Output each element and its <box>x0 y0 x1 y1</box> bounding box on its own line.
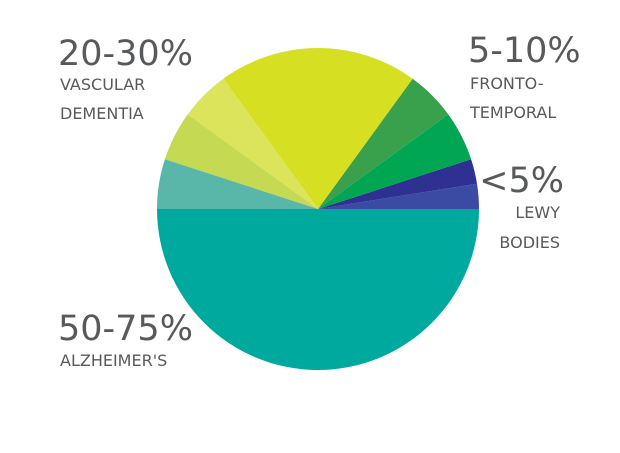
label-lewy-bodies: <5% LEWY BODIES <box>479 161 564 252</box>
pie-slice-vascular-5 <box>223 48 413 210</box>
pie-slice-vascular-8 <box>157 159 318 209</box>
pie-slice-frontotemporal-4 <box>318 78 449 209</box>
pie-slice-vascular-7 <box>164 114 318 209</box>
pie-slice-alzheimers-0 <box>157 209 479 370</box>
label-frontotemporal-percent: 5-10% <box>468 31 581 71</box>
label-vascular-percent: 20-30% <box>58 34 193 74</box>
label-alzheimers-percent: 50-75% <box>58 309 193 349</box>
label-alzheimers: 50-75% ALZHEIMER'S <box>58 309 193 370</box>
label-frontotemporal: 5-10% FRONTO- TEMPORAL <box>468 31 581 122</box>
label-vascular: 20-30% VASCULAR DEMENTIA <box>58 34 193 123</box>
pie-slice-lewy-1 <box>318 183 479 209</box>
label-frontotemporal-line-2: TEMPORAL <box>469 103 556 122</box>
pie-slices <box>157 48 479 370</box>
label-alzheimers-line-1: ALZHEIMER'S <box>60 351 167 370</box>
label-vascular-line-1: VASCULAR <box>60 75 145 94</box>
label-frontotemporal-line-1: FRONTO- <box>470 74 543 93</box>
label-lewy-line-2: BODIES <box>499 233 560 252</box>
pie-slice-frontotemporal-3 <box>318 114 472 209</box>
pie-slice-vascular-6 <box>187 78 318 209</box>
label-lewy-line-1: LEWY <box>515 203 560 222</box>
label-vascular-line-2: DEMENTIA <box>60 104 144 123</box>
pie-slice-lewy-2 <box>318 159 478 209</box>
label-lewy-percent: <5% <box>479 161 564 201</box>
